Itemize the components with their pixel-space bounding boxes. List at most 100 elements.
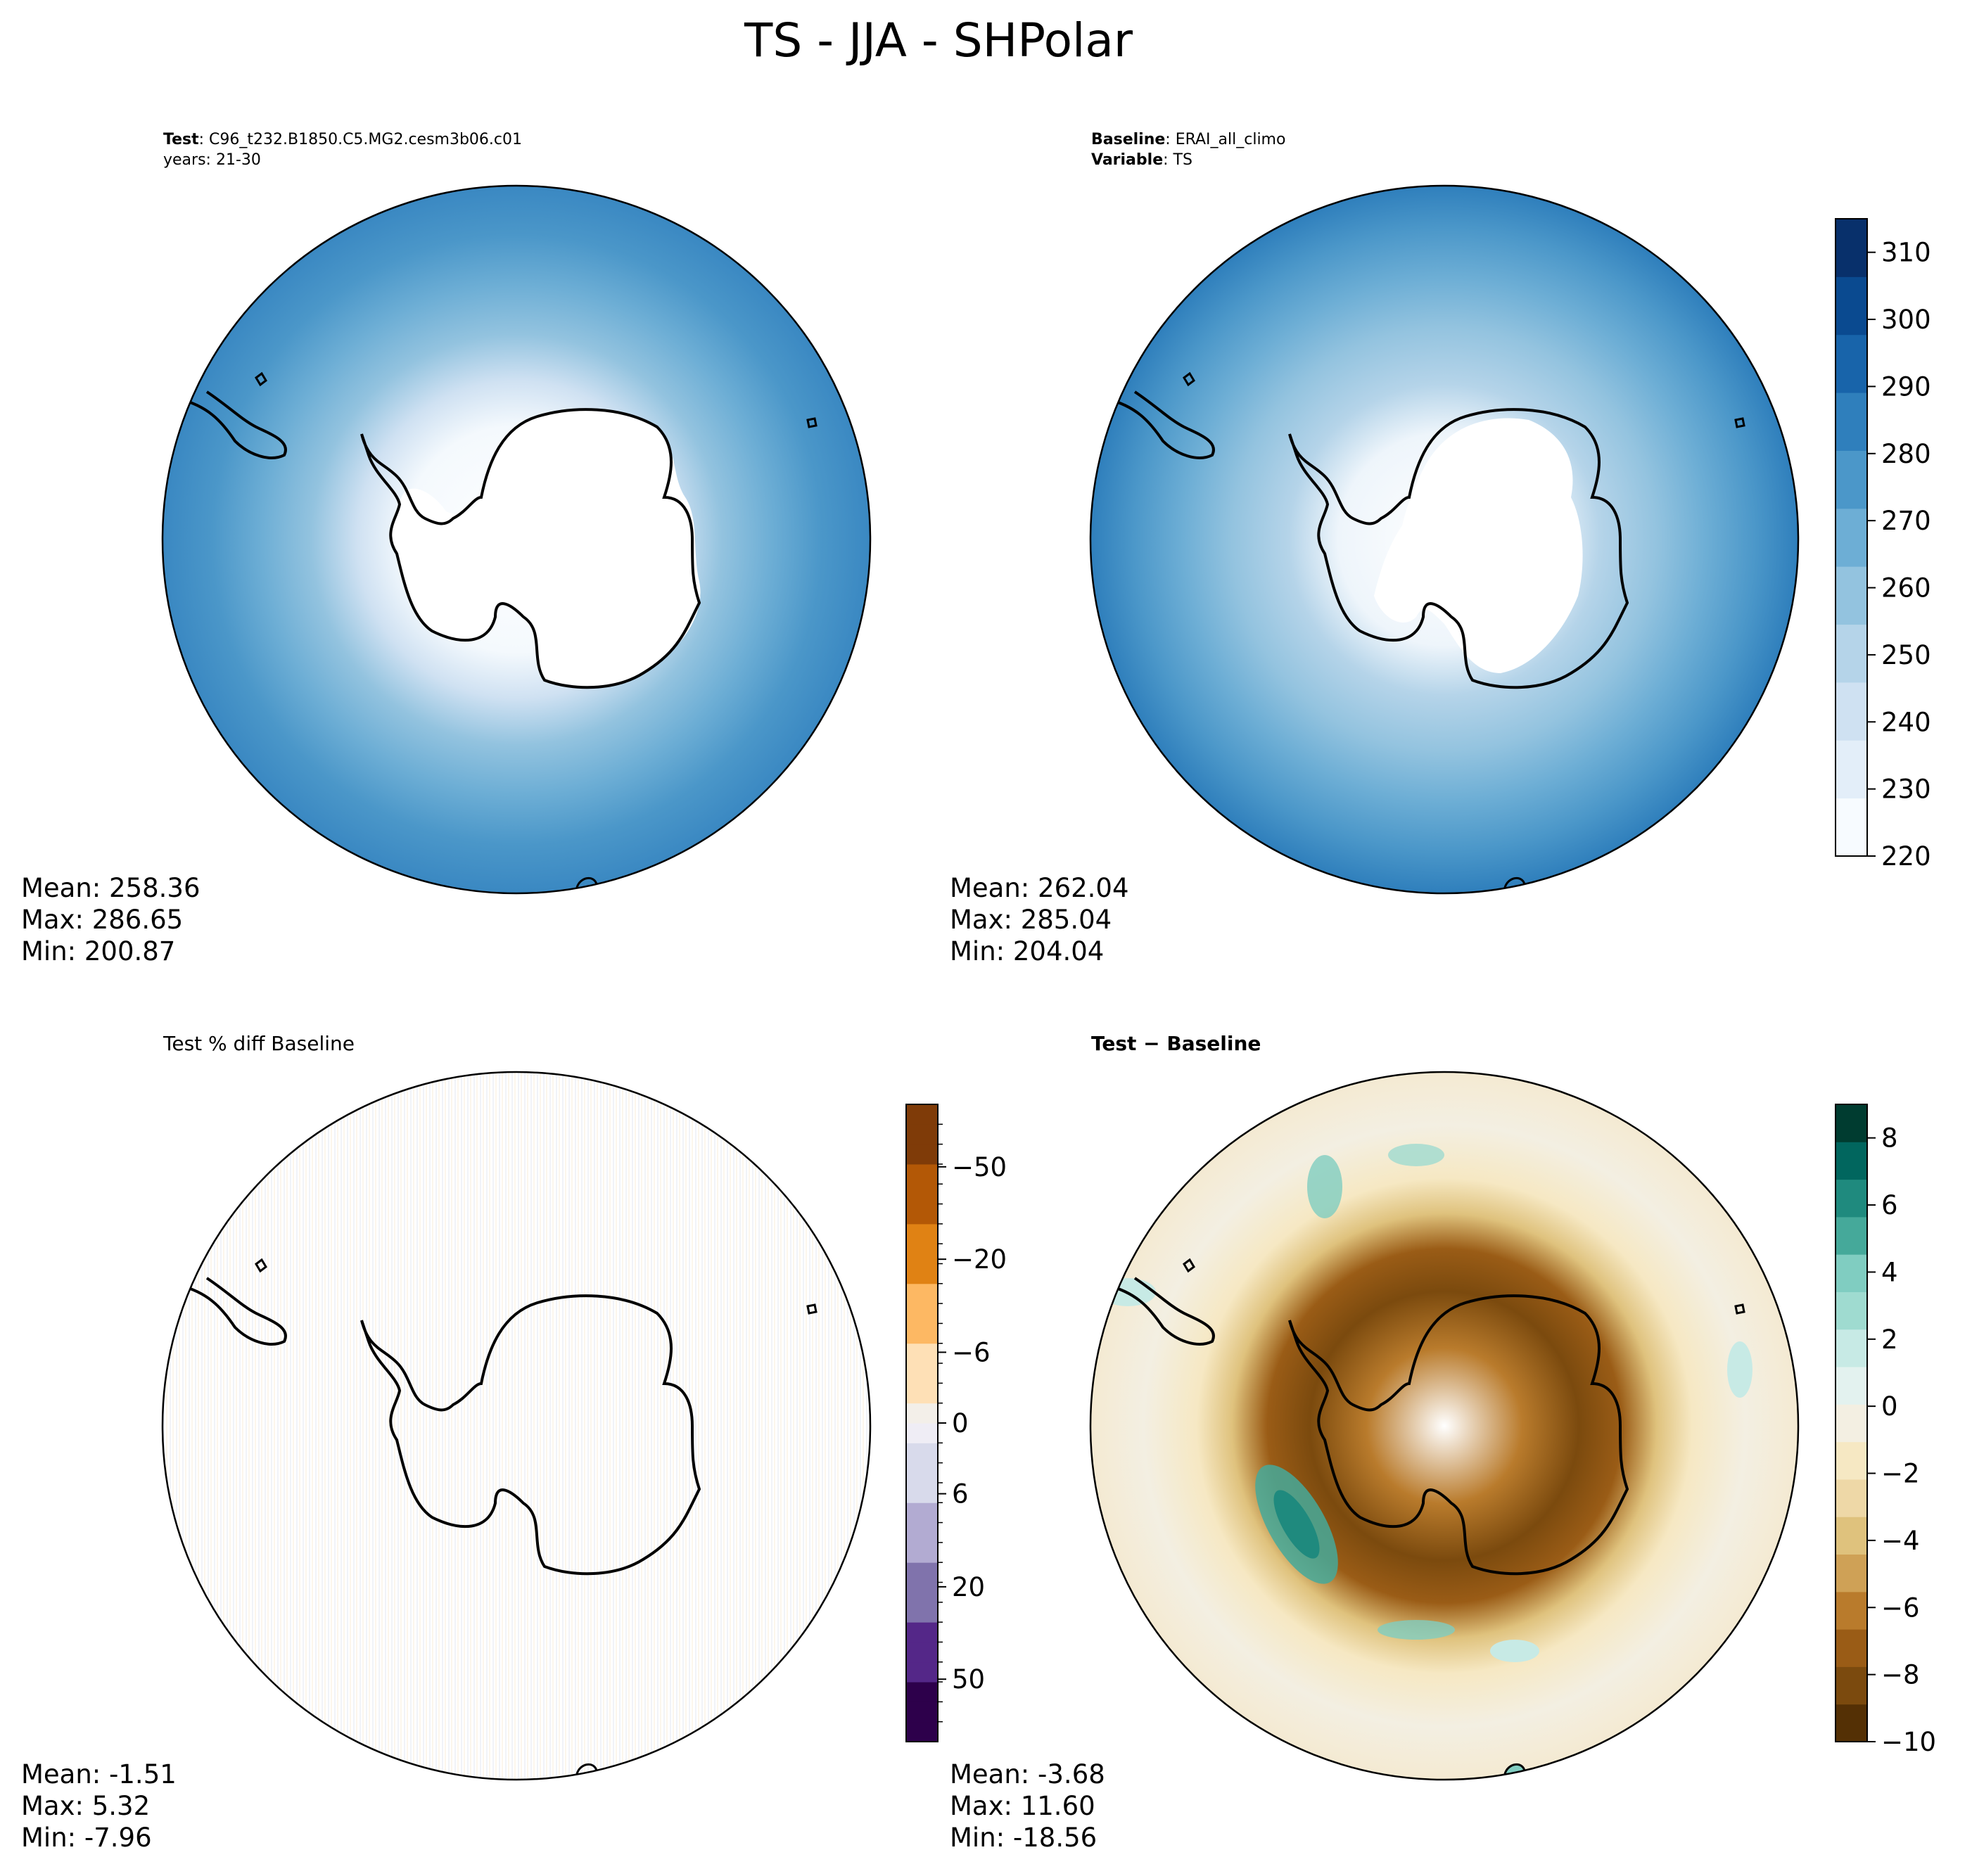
colorbar-pctdiff-swatch [906,1223,938,1244]
field-pctdiff [163,1072,870,1780]
colorbar-pctdiff-swatch [906,1163,938,1185]
colorbar-pctdiff-swatch [906,1144,938,1165]
colorbar-diff-swatch [1836,1216,1867,1255]
colorbar-pctdiff-swatch [906,1323,938,1344]
colorbar-ts-tick-label: 240 [1881,707,1931,737]
colorbar-ts-tick-label: 270 [1881,506,1931,536]
island-right [806,417,818,428]
antarctica-coast [360,408,701,689]
panel-pctdiff-header: Test % diff Baseline [163,1032,355,1055]
panel-test-min: Min: 200.87 [21,936,175,966]
panel-test-header-line-2: years: 21-30 [163,151,261,169]
island-right [806,1303,818,1315]
colorbar-diff-swatch [1836,1629,1867,1667]
panel-baseline-header-line-1: Baseline: ERAI_all_climo [1091,131,1285,148]
colorbar-pctdiff-swatch [906,1443,938,1464]
map-boundary [1089,1071,1800,1781]
colorbar-diff-swatch [1836,1291,1867,1330]
map-test [161,184,872,895]
antarctica-fill [390,409,701,688]
panel-test: Test: C96_t232.B1850.C5.MG2.cesm3b06.c01… [21,131,872,966]
panel-test-max: Max: 286.65 [21,905,183,935]
colorbar-diff-tick-label: 2 [1881,1325,1898,1355]
colorbar-pctdiff-swatch [906,1263,938,1284]
panel-test-mean: Mean: 258.36 [21,873,201,903]
colorbar-pctdiff-swatch [906,1204,938,1225]
map-boundary [161,1071,872,1781]
colorbar-pctdiff-swatch [906,1642,938,1663]
panel-diff-header: Test − Baseline [1091,1032,1261,1055]
colorbar-pctdiff-swatch [906,1124,938,1145]
panel-baseline-max: Max: 285.04 [950,905,1112,935]
panel-diff-max: Max: 11.60 [950,1791,1095,1821]
colorbar-pctdiff-swatch [906,1363,938,1384]
colorbar-diff-swatch [1836,1329,1867,1367]
island-bottom [1503,1763,1526,1775]
colorbar-ts-swatch [1836,508,1867,567]
colorbar-pctdiff-swatch [906,1602,938,1623]
colorbar-ts-tick-label: 310 [1881,238,1931,268]
colorbar-ts-frame [1835,218,1868,857]
colorbar-pctdiff-tick-label: −6 [952,1337,991,1367]
positive-anomaly [1307,1155,1342,1218]
colorbar-pctdiff-swatch [906,1462,938,1483]
colorbar-ts-tick-label: 280 [1881,439,1931,469]
map-baseline [1089,184,1800,895]
falkland-islands [255,371,267,387]
antarctica-coast [1288,1294,1629,1576]
colorbar-diff-tick-label: −4 [1881,1526,1920,1556]
colorbar-diff-swatch [1836,1404,1867,1443]
antarctica-coast [1288,408,1629,689]
colorbar-diff-tick-label: 4 [1881,1257,1898,1287]
colorbar-pctdiff-swatch [906,1283,938,1304]
colorbar-diff-swatch [1836,1142,1867,1180]
colorbar-pctdiff-swatch [906,1343,938,1364]
colorbar-ts-swatch [1836,682,1867,741]
colorbar-pctdiff-swatch [906,1184,938,1205]
colorbar-ts-swatch [1836,624,1867,683]
south-america-coast [178,390,287,459]
colorbar-ts-tick-label: 260 [1881,573,1931,604]
colorbar-pctdiff-swatch [906,1482,938,1503]
panel-baseline-header-line-2: Variable: TS [1091,151,1192,169]
colorbar-pctdiff-tick-label: 20 [952,1572,985,1602]
colorbar-pctdiff-swatch [906,1403,938,1424]
colorbar-diff-tick-label: −6 [1881,1593,1920,1623]
colorbar-diff-swatch [1836,1179,1867,1218]
colorbar-pctdiff-swatch [906,1522,938,1543]
colorbar-pctdiff-swatch [906,1423,938,1443]
colorbar-ts-tick-label: 300 [1881,305,1931,335]
positive-anomaly [1490,1640,1539,1662]
colorbar-diff-tick-label: −2 [1881,1459,1920,1489]
panel-diff: Test − Baseline Mean: -3.68 Max: 11 [950,1032,1936,1853]
island-right [1734,1303,1745,1315]
island-right [1734,417,1745,428]
colorbar-diff-swatch [1836,1704,1867,1742]
island-bottom [575,876,598,888]
colorbar-pctdiff-swatch [906,1244,938,1264]
colorbar-pctdiff-swatch [906,1582,938,1603]
colorbar-pctdiff-swatch [906,1383,938,1404]
colorbar-pctdiff: 50 20 6 0 −6 −20 −50 [905,1104,1007,1742]
south-america-coast [1106,1277,1215,1346]
colorbar-diff-swatch [1836,1591,1867,1630]
panel-baseline-min: Min: 204.04 [950,936,1104,966]
south-america-coast [178,1277,287,1346]
positive-anomaly-core [1273,1490,1320,1559]
colorbar-pctdiff-swatch [906,1502,938,1524]
panel-pctdiff-min: Min: -7.96 [21,1823,152,1853]
colorbar-pctdiff-tick-label: −20 [952,1244,1007,1275]
colorbar-diff-swatch [1836,1554,1867,1593]
colorbar-pctdiff-swatch [906,1562,938,1583]
colorbar-ts-swatch [1836,566,1867,625]
colorbar-diff-swatch [1836,1517,1867,1555]
colorbar-diff-swatch [1836,1441,1867,1480]
colorbar-ts-swatch [1836,740,1867,799]
colorbar-pctdiff-tick-label: 6 [952,1479,969,1510]
colorbar-ts-tick-label: 250 [1881,640,1931,670]
colorbar-pctdiff-swatch [906,1303,938,1324]
island-bottom [575,1763,598,1775]
colorbar-ts: 310 300 290 280 270 260 250 240 230 220 [1835,218,1931,872]
colorbar-ts-tick-label: 220 [1881,841,1931,872]
colorbar-pctdiff-swatch [906,1104,938,1125]
